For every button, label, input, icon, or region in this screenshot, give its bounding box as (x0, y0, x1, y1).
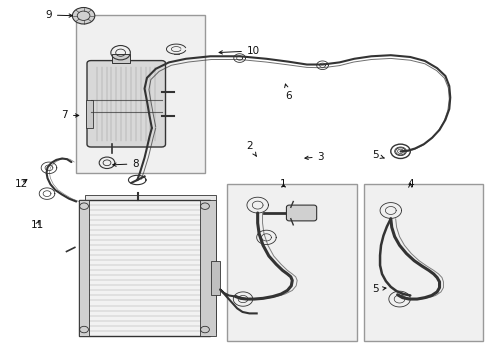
Text: 12: 12 (15, 179, 28, 189)
Text: 4: 4 (406, 179, 413, 189)
FancyBboxPatch shape (286, 205, 316, 221)
Text: 9: 9 (45, 10, 72, 20)
FancyBboxPatch shape (363, 184, 483, 341)
FancyBboxPatch shape (76, 15, 205, 173)
Text: 11: 11 (31, 220, 44, 230)
Text: 3: 3 (305, 152, 324, 162)
Bar (79, 200, 210, 336)
Bar (86, 100, 93, 128)
FancyBboxPatch shape (87, 60, 165, 147)
Text: 5: 5 (371, 284, 385, 294)
Bar (199, 200, 216, 336)
Bar (112, 54, 129, 63)
Text: 1: 1 (280, 179, 286, 189)
Circle shape (72, 8, 95, 24)
Text: 7: 7 (61, 111, 79, 121)
FancyBboxPatch shape (227, 184, 356, 341)
Text: 5: 5 (371, 150, 384, 160)
Text: 6: 6 (284, 84, 291, 101)
Bar (84, 195, 216, 332)
Bar (79, 200, 89, 336)
Text: 2: 2 (245, 141, 256, 156)
Text: 8: 8 (113, 159, 139, 169)
Text: 10: 10 (219, 46, 260, 56)
Bar (210, 261, 219, 295)
